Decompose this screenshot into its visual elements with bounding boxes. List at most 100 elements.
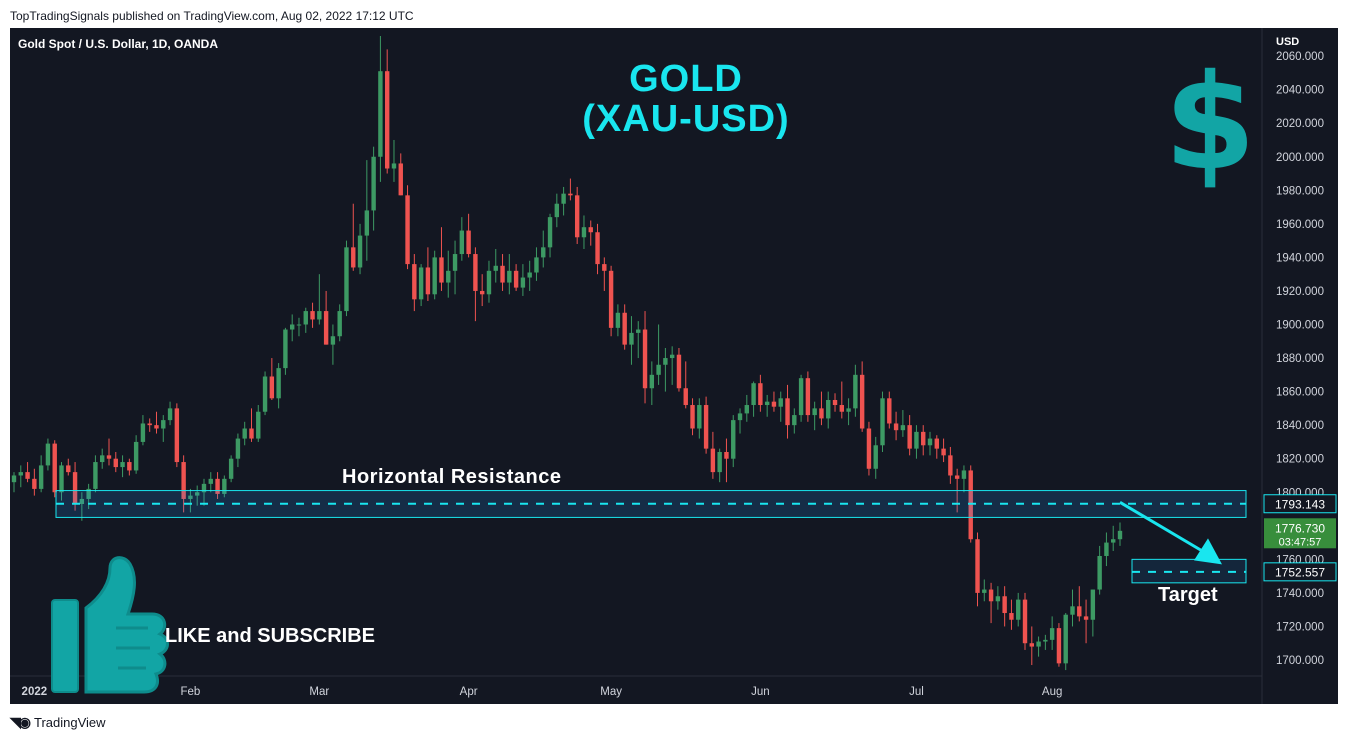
candle-up xyxy=(1070,606,1075,615)
candle-down xyxy=(1077,606,1082,617)
candle-up xyxy=(764,401,770,406)
candle-up xyxy=(357,235,363,268)
resistance-price-label: 1793.143 xyxy=(1275,497,1325,511)
candle-down xyxy=(127,462,132,471)
candle-up xyxy=(208,478,213,484)
candle-up xyxy=(235,438,241,459)
candle-down xyxy=(215,478,220,494)
candle-down xyxy=(1002,596,1007,614)
x-tick-label: Jun xyxy=(751,686,770,698)
candle-down xyxy=(473,254,478,291)
candle-up xyxy=(378,71,383,157)
last-price-label: 1776.730 xyxy=(1275,521,1325,535)
candle-down xyxy=(249,428,254,439)
candle-up xyxy=(45,443,51,466)
candle-up xyxy=(1049,628,1055,640)
candle-down xyxy=(887,398,892,424)
candle-up xyxy=(140,423,146,442)
x-tick-label: May xyxy=(600,686,622,698)
candle-up xyxy=(534,257,539,273)
candle-down xyxy=(608,270,614,328)
candles-layer xyxy=(11,35,1123,671)
candle-up xyxy=(364,210,370,236)
candle-up xyxy=(798,378,804,416)
candle-down xyxy=(839,405,845,412)
candle-down xyxy=(758,383,763,406)
target-label: Target xyxy=(1158,584,1218,606)
candle-up xyxy=(317,311,322,320)
candle-down xyxy=(988,589,994,602)
last-price-box xyxy=(1264,518,1336,549)
candle-down xyxy=(975,539,980,593)
candle-up xyxy=(581,227,587,238)
candle-down xyxy=(479,290,485,295)
candle-down xyxy=(771,401,777,407)
candle-up xyxy=(283,329,288,369)
candle-down xyxy=(574,195,580,238)
candle-up xyxy=(615,312,621,328)
candle-up xyxy=(337,311,342,337)
footer-brand[interactable]: ◥◉ TradingView xyxy=(10,714,106,731)
candle-down xyxy=(622,312,627,345)
candle-up xyxy=(18,472,23,476)
candle-down xyxy=(398,163,403,196)
candle-up xyxy=(656,364,661,375)
candle-down xyxy=(941,448,946,456)
candle-up xyxy=(1036,641,1041,647)
resistance-label: Horizontal Resistance xyxy=(342,466,562,488)
candle-down xyxy=(710,448,716,473)
overlay-layer xyxy=(55,490,1247,584)
candle-up xyxy=(79,498,85,504)
candle-down xyxy=(181,462,186,499)
y-tick-label: 2040.000 xyxy=(1276,85,1324,97)
chart-canvas[interactable]: USD1700.0001720.0001740.0001760.0001780.… xyxy=(10,28,1338,704)
candle-up xyxy=(737,413,743,421)
y-tick-label: 2060.000 xyxy=(1276,51,1324,63)
candle-up xyxy=(446,270,451,283)
thumbs-up-icon xyxy=(51,556,169,694)
candle-up xyxy=(541,247,546,258)
candle-down xyxy=(25,472,30,479)
candle-up xyxy=(133,441,139,471)
candle-down xyxy=(642,329,648,389)
candle-down xyxy=(690,405,695,429)
y-tick-label: 1980.000 xyxy=(1276,185,1324,197)
candle-up xyxy=(1090,589,1096,620)
chart-frame[interactable]: USD1700.0001720.0001740.0001760.0001780.… xyxy=(10,28,1338,704)
candle-up xyxy=(167,408,173,421)
chart-title-line2: (XAU-USD) xyxy=(582,98,790,140)
candle-up xyxy=(222,478,227,494)
candle-down xyxy=(934,438,939,449)
x-tick-label: Mar xyxy=(309,686,329,698)
candle-down xyxy=(954,475,960,479)
y-tick-label: 1840.000 xyxy=(1276,420,1324,432)
candle-down xyxy=(323,311,329,345)
candle-down xyxy=(412,264,417,300)
currency-label: USD xyxy=(1276,36,1299,48)
candle-up xyxy=(792,415,797,426)
candle-up xyxy=(276,368,281,399)
candle-down xyxy=(310,311,315,320)
candle-down xyxy=(819,408,824,419)
candle-up xyxy=(11,475,17,483)
candle-up xyxy=(1104,542,1109,556)
target-arrow-head xyxy=(1194,538,1222,565)
candle-down xyxy=(466,230,471,255)
candle-up xyxy=(296,324,302,326)
candle-down xyxy=(859,374,865,429)
candle-up xyxy=(636,329,641,333)
candle-up xyxy=(880,398,885,446)
candle-up xyxy=(561,193,566,204)
candle-up xyxy=(520,277,526,288)
candle-down xyxy=(921,431,926,446)
candle-up xyxy=(289,324,295,330)
candle-down xyxy=(1083,616,1089,620)
candle-up xyxy=(120,462,125,468)
candle-up xyxy=(927,438,933,446)
candle-up xyxy=(873,445,878,469)
candle-down xyxy=(174,408,180,463)
candle-up xyxy=(731,420,736,459)
candle-down xyxy=(866,428,872,469)
target-arrow-line xyxy=(1119,501,1209,556)
y-tick-label: 2000.000 xyxy=(1276,152,1324,164)
